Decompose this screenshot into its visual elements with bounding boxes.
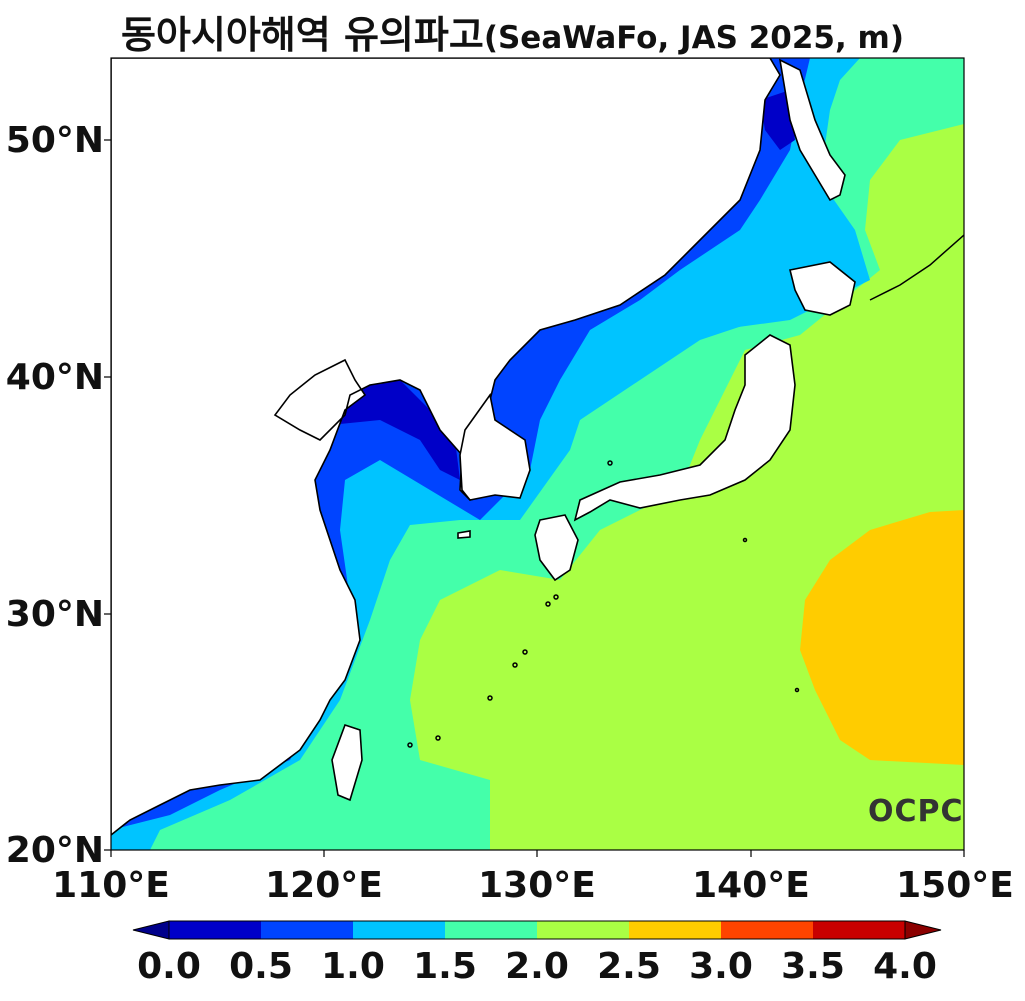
field-0.0-0.5-north [760,90,795,150]
map-title: 동아시아해역 유의파고(SeaWaFo, JAS 2025, m) [0,4,1025,59]
field-1.0-1.5-eastsea [560,250,780,420]
tick-marks [104,139,965,857]
colorbar-over-arrow [904,920,942,940]
colorbar-label-6: 3.0 [689,946,753,987]
colorbar-label-3: 1.5 [413,946,477,987]
y-tick-50: 50°N [5,120,104,161]
colorbar-label-5: 2.5 [597,946,661,987]
y-tick-40: 40°N [5,357,104,398]
x-tick-150: 150°E [896,865,1014,906]
colorbar-segment-4 [537,921,629,939]
colorbar-segment-1 [261,921,353,939]
colorbar-segment-5 [629,921,721,939]
x-tick-110: 110°E [52,865,170,906]
colorbar-under-arrow [132,920,170,940]
colorbar-segment-7 [813,921,905,939]
x-tick-140: 140°E [692,865,810,906]
x-tick-130: 130°E [478,865,596,906]
colorbar-label-2: 1.0 [321,946,385,987]
field-2.5-3.0 [800,510,964,765]
ocpc-logo: OCPC [868,794,964,829]
colorbar-label-8: 4.0 [873,946,937,987]
land [111,58,856,837]
colorbar-label-1: 0.5 [229,946,293,987]
map-fields [111,58,964,850]
y-tick-30: 30°N [5,594,104,635]
colorbar-label-7: 3.5 [781,946,845,987]
colorbar-frame [168,920,906,940]
colorbar-segment-0 [169,921,261,939]
colorbar-label-4: 2.0 [505,946,569,987]
x-tick-120: 120°E [265,865,383,906]
title-korean: 동아시아해역 유의파고 [120,13,484,57]
colorbar-segment-3 [445,921,537,939]
colorbar-segment-6 [721,921,813,939]
title-suffix: (SeaWaFo, JAS 2025, m) [483,20,905,56]
islands [407,460,800,748]
colorbar-label-0: 0.0 [137,946,201,987]
colorbar [132,920,942,940]
colorbar-segment-2 [353,921,445,939]
y-tick-20: 20°N [5,830,104,871]
